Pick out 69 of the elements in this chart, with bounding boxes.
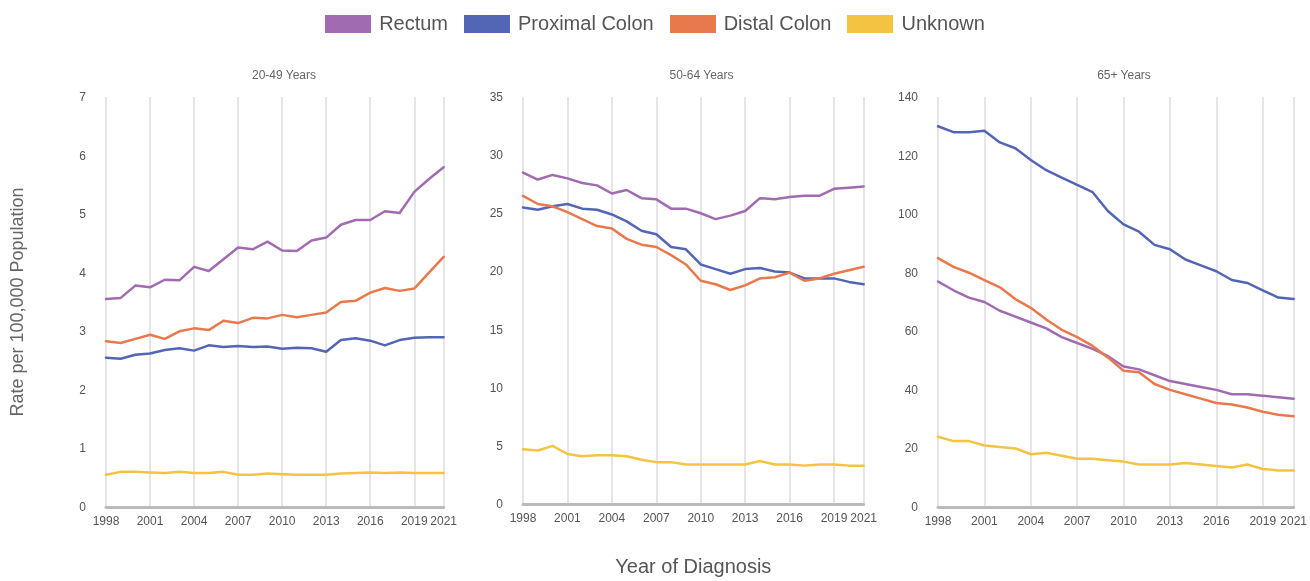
- y-tick-label: 120: [897, 148, 919, 163]
- y-tick-label: 30: [489, 148, 504, 163]
- line-series: [104, 166, 445, 301]
- y-tick-label: 25: [489, 206, 504, 221]
- y-tick-label: 5: [79, 207, 87, 222]
- x-tick-label: 1998: [92, 514, 120, 528]
- chart-title: 20-49 Years: [251, 68, 317, 82]
- x-tick-label: 2007: [1063, 514, 1091, 528]
- y-tick-label: 3: [79, 324, 87, 339]
- x-tick-label: 2010: [268, 514, 296, 528]
- x-tick-label: 2013: [1156, 514, 1184, 528]
- y-tick-label: 140: [897, 90, 919, 104]
- line-series: [521, 444, 865, 467]
- line-series: [936, 125, 1295, 301]
- x-tick-label: 2016: [356, 514, 384, 528]
- line-series: [936, 256, 1295, 418]
- y-tick-label: 7: [79, 90, 87, 104]
- x-tick-label: 2021: [850, 511, 878, 525]
- y-tick-label: 35: [489, 90, 504, 104]
- x-tick-label: 2021: [430, 514, 458, 528]
- x-tick-label: 1998: [509, 511, 537, 525]
- legend-label: Proximal Colon: [518, 12, 654, 35]
- line-series: [104, 255, 445, 345]
- x-tick-label: 2021: [1280, 514, 1308, 528]
- y-tick-label: 0: [496, 497, 504, 511]
- x-axis-title: Year of Diagnosis: [615, 555, 772, 577]
- x-tick-label: 2013: [731, 511, 759, 525]
- line-series: [521, 171, 865, 221]
- chart-title: 65+ Years: [1097, 68, 1151, 82]
- y-tick-label: 80: [904, 265, 919, 280]
- legend-label: Rectum: [379, 12, 449, 35]
- x-tick-label: 2010: [687, 511, 715, 525]
- x-tick-label: 2016: [1202, 514, 1231, 528]
- line-series: [104, 335, 445, 361]
- line-series: [936, 435, 1295, 472]
- y-tick-label: 1: [79, 441, 87, 456]
- x-tick-label: 2010: [1110, 514, 1138, 528]
- y-axis-title: Rate per 100,000 Population: [7, 187, 27, 417]
- x-tick-label: 2004: [598, 511, 626, 525]
- y-tick-label: 0: [79, 500, 87, 514]
- y-tick-label: 40: [904, 382, 919, 397]
- x-tick-label: 2013: [312, 514, 340, 528]
- x-tick-label: 2016: [776, 511, 804, 525]
- y-tick-label: 5: [496, 438, 504, 453]
- x-tick-label: 2001: [971, 514, 999, 528]
- y-tick-label: 20: [904, 441, 919, 456]
- legend-label: Distal Colon: [723, 12, 832, 35]
- x-tick-label: 2007: [642, 511, 670, 525]
- x-tick-label: 2001: [554, 511, 582, 525]
- x-tick-label: 2019: [1249, 514, 1277, 528]
- x-tick-label: 2019: [820, 511, 848, 525]
- y-tick-label: 4: [79, 265, 87, 280]
- y-tick-label: 2: [79, 382, 87, 397]
- x-tick-label: 2007: [224, 514, 252, 528]
- y-tick-label: 10: [489, 380, 504, 395]
- y-tick-label: 60: [904, 324, 919, 339]
- y-tick-label: 6: [79, 148, 87, 163]
- y-tick-label: 20: [489, 264, 504, 279]
- x-tick-label: 2019: [400, 514, 428, 528]
- x-tick-label: 2004: [1017, 514, 1045, 528]
- x-tick-label: 2001: [136, 514, 164, 528]
- x-tick-label: 2004: [180, 514, 208, 528]
- x-tick-label: 1998: [924, 514, 952, 528]
- line-series: [936, 280, 1295, 400]
- y-tick-label: 15: [489, 322, 504, 337]
- y-tick-label: 100: [897, 207, 919, 222]
- y-tick-label: 0: [911, 500, 919, 514]
- legend-label: Unknown: [901, 12, 985, 35]
- chart-title: 50-64 Years: [669, 68, 734, 82]
